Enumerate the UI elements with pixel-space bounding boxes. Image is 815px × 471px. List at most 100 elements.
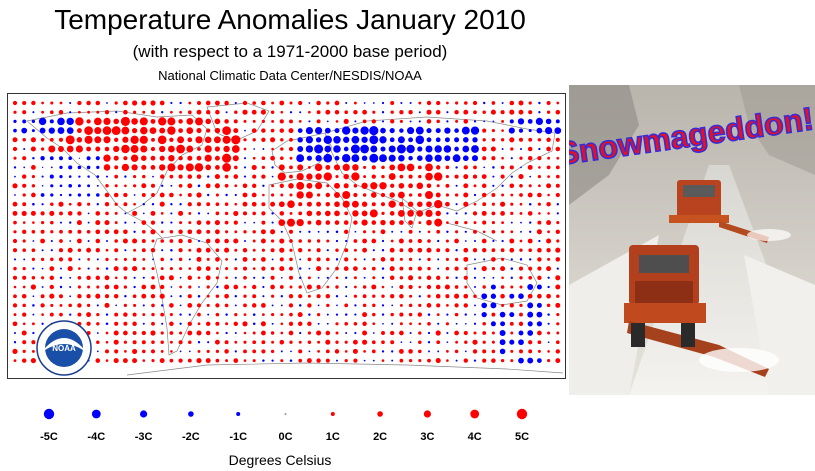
anomaly-dot xyxy=(78,267,81,270)
anomaly-dot xyxy=(326,303,330,308)
anomaly-dot xyxy=(417,247,423,253)
anomaly-dot xyxy=(13,294,17,299)
anomaly-dot xyxy=(224,220,229,225)
anomaly-dot xyxy=(261,340,266,345)
anomaly-dot xyxy=(363,359,366,362)
anomaly-dot xyxy=(464,230,467,233)
anomaly-dot xyxy=(279,257,284,262)
anomaly-dot xyxy=(150,284,156,290)
anomaly-dot xyxy=(96,350,99,353)
anomaly-dot xyxy=(426,119,432,124)
anomaly-dot xyxy=(409,120,412,123)
anomaly-dot xyxy=(369,153,379,163)
anomaly-dot xyxy=(197,276,201,280)
anomaly-dot xyxy=(141,293,147,299)
anomaly-dot xyxy=(510,193,514,197)
anomaly-dot xyxy=(528,349,533,354)
anomaly-dot xyxy=(233,128,239,134)
anomaly-dot xyxy=(234,101,237,105)
anomaly-dot xyxy=(435,284,441,290)
anomaly-dot xyxy=(352,127,359,134)
anomaly-dot xyxy=(270,201,276,207)
anomaly-dot xyxy=(455,203,458,206)
anomaly-dot xyxy=(418,331,422,335)
anomaly-dot xyxy=(60,267,62,270)
anomaly-dot xyxy=(234,304,237,307)
anomaly-dot xyxy=(207,341,210,344)
anomaly-dot xyxy=(215,257,220,262)
anomaly-dot xyxy=(271,184,275,188)
anomaly-dot xyxy=(87,184,91,188)
anomaly-dot xyxy=(280,313,284,317)
anomaly-dot xyxy=(316,210,322,216)
anomaly-dot xyxy=(464,240,467,242)
anomaly-dot xyxy=(483,166,486,169)
anomaly-dot xyxy=(372,110,376,114)
anomaly-dot xyxy=(104,229,110,235)
anomaly-dot xyxy=(121,144,130,154)
anomaly-dot xyxy=(13,230,17,234)
anomaly-dot xyxy=(150,146,156,152)
anomaly-dot xyxy=(123,303,127,307)
anomaly-dot xyxy=(216,285,219,289)
anomaly-dot xyxy=(362,109,367,115)
anomaly-dot xyxy=(179,221,183,225)
anomaly-dot xyxy=(251,164,257,170)
anomaly-dot xyxy=(270,155,275,161)
anomaly-dot xyxy=(299,258,302,261)
anomaly-dot xyxy=(518,100,524,106)
anomaly-dot xyxy=(463,119,469,124)
anomaly-dot xyxy=(150,294,156,299)
anomaly-dot xyxy=(132,100,138,106)
anomaly-dot xyxy=(547,212,550,215)
anomaly-dot xyxy=(436,100,441,106)
anomaly-dot xyxy=(325,339,331,345)
anomaly-dot xyxy=(343,118,349,124)
anomaly-dot xyxy=(105,184,109,188)
anomaly-dot xyxy=(436,229,441,234)
anomaly-dot xyxy=(519,285,523,289)
legend-label: -5C xyxy=(40,431,58,443)
anomaly-dot xyxy=(350,144,360,154)
anomaly-dot xyxy=(179,203,182,206)
anomaly-dot xyxy=(528,275,533,280)
anomaly-dot xyxy=(159,275,165,281)
anomaly-dot xyxy=(234,193,237,197)
anomaly-dot xyxy=(197,349,201,353)
anomaly-dot xyxy=(114,202,118,206)
anomaly-dot xyxy=(482,340,486,344)
anomaly-dot xyxy=(509,183,515,189)
anomaly-dot xyxy=(510,211,514,215)
anomaly-dot xyxy=(132,312,137,317)
anomaly-dot xyxy=(59,229,63,234)
anomaly-dot xyxy=(381,101,385,105)
anomaly-dot xyxy=(197,322,201,326)
anomaly-dot xyxy=(87,258,90,261)
anomaly-dot xyxy=(170,258,173,261)
anomaly-dot xyxy=(325,349,330,354)
anomaly-dot xyxy=(372,322,376,326)
anomaly-dot xyxy=(96,322,100,326)
anomaly-dot xyxy=(215,312,220,317)
anomaly-dot xyxy=(32,304,35,307)
anomaly-dot xyxy=(372,359,375,362)
anomaly-dot xyxy=(462,136,469,143)
anomaly-dot xyxy=(114,321,119,326)
anomaly-dot xyxy=(307,303,312,308)
anomaly-dot xyxy=(95,211,101,216)
anomaly-dot xyxy=(474,258,476,261)
anomaly-dot xyxy=(389,211,395,216)
anomaly-dot xyxy=(78,258,81,261)
anomaly-dot xyxy=(40,211,45,216)
anomaly-dot xyxy=(132,340,137,345)
anomaly-dot xyxy=(436,275,441,280)
anomaly-dot xyxy=(87,193,91,197)
anomaly-dot xyxy=(187,303,193,308)
anomaly-dot xyxy=(123,192,128,198)
anomaly-dot xyxy=(325,192,330,198)
anomaly-dot xyxy=(509,293,515,299)
anomaly-dot xyxy=(354,304,357,307)
anomaly-dot xyxy=(141,193,146,197)
anomaly-dot xyxy=(178,358,183,363)
anomaly-dot xyxy=(234,276,237,279)
